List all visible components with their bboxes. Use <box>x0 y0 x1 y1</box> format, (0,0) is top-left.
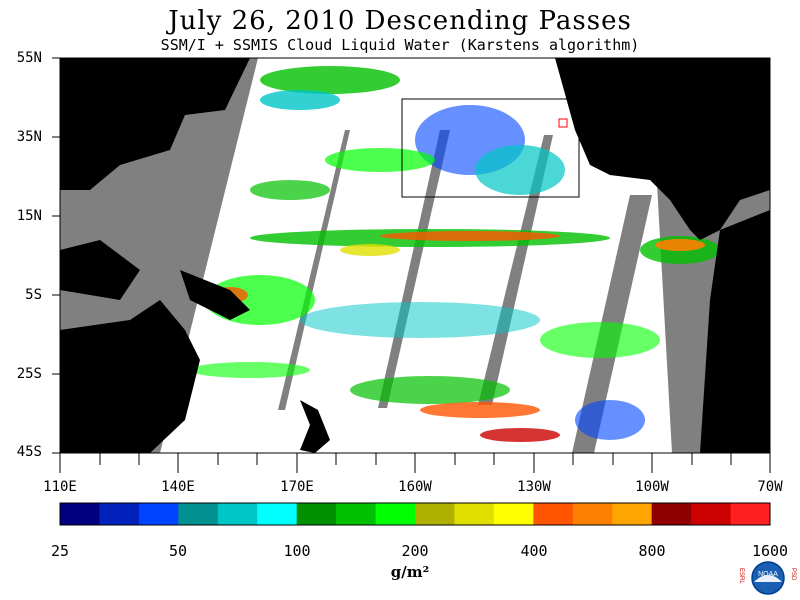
colorbar-swatch <box>257 503 298 525</box>
lon-label-170e: 170E <box>280 479 314 495</box>
colorbar-swatch <box>138 503 179 525</box>
colorbar-label-200: 200 <box>401 542 429 560</box>
esrl-logo-text: ESRL <box>738 568 744 584</box>
lat-label-45s: 45S <box>16 444 42 460</box>
lon-label-140e: 140E <box>161 479 195 495</box>
asia-land <box>60 58 250 190</box>
colorbar-swatch <box>572 503 613 525</box>
colorbar-label-800: 800 <box>638 542 666 560</box>
lon-label-160w: 160W <box>398 479 432 495</box>
lon-label-130w: 130W <box>517 479 551 495</box>
colorbar-label-400: 400 <box>520 542 548 560</box>
colorbar-swatch <box>415 503 455 525</box>
colorbar-swatch <box>336 503 377 525</box>
southeast-asia-land <box>60 240 140 300</box>
colorbar-swatch <box>493 503 534 525</box>
colorbar-label-100: 100 <box>283 542 311 560</box>
colorbar-swatch <box>178 503 219 525</box>
colorbar-swatch <box>651 503 692 525</box>
north-america-land <box>555 58 770 240</box>
map-subtitle: SSM/I + SSMIS Cloud Liquid Water (Karste… <box>160 36 640 54</box>
site-marker <box>558 118 568 128</box>
noaa-logo-text: NOAA <box>758 571 778 578</box>
swath-gap-1 <box>278 130 350 410</box>
new-guinea-land <box>180 270 250 320</box>
lon-label-110e: 110E <box>43 479 77 495</box>
colorbar-swatch <box>730 503 771 525</box>
colorbar-swatch <box>533 503 574 525</box>
lon-ticks <box>59 453 771 473</box>
colorbar-label-1600: 1600 <box>751 542 789 560</box>
lat-label-5s: 5S <box>25 287 42 303</box>
colorbar-label-25: 25 <box>50 542 70 560</box>
noaa-logo: NOAA ESRL PSD <box>738 561 796 595</box>
colorbar-swatch <box>454 503 495 525</box>
colorbar-swatch <box>612 503 653 525</box>
colorbar-label-50: 50 <box>168 542 188 560</box>
noaa-logo-bird <box>754 575 782 582</box>
colorbar-swatch <box>296 503 337 525</box>
lon-label-70w: 70W <box>757 479 783 495</box>
colorbar <box>59 502 771 526</box>
swath-gap-2 <box>378 130 450 408</box>
region-box <box>401 98 580 198</box>
psd-logo-text: PSD <box>790 568 796 581</box>
land-masses <box>60 58 770 453</box>
australia-land <box>60 300 200 453</box>
colorbar-frame <box>59 502 771 526</box>
south-america-land <box>700 210 770 453</box>
cloud-field <box>190 66 720 442</box>
lat-label-55n: 55N <box>16 50 42 66</box>
map-title: July 26, 2010 Descending Passes <box>168 6 632 36</box>
lat-label-35n: 35N <box>16 129 42 145</box>
colorbar-swatch <box>99 503 140 525</box>
swath-gap-3 <box>478 135 553 405</box>
lat-label-15n: 15N <box>16 208 42 224</box>
lon-label-100w: 100W <box>635 479 669 495</box>
colorbar-units: g/m² <box>390 563 430 581</box>
lat-label-25s: 25S <box>16 366 42 382</box>
new-zealand-land <box>300 400 330 453</box>
colorbar-swatch <box>375 503 416 525</box>
colorbar-swatch <box>217 503 258 525</box>
lat-ticks <box>52 57 60 454</box>
colorbar-swatch <box>60 503 100 525</box>
colorbar-swatch <box>691 503 732 525</box>
